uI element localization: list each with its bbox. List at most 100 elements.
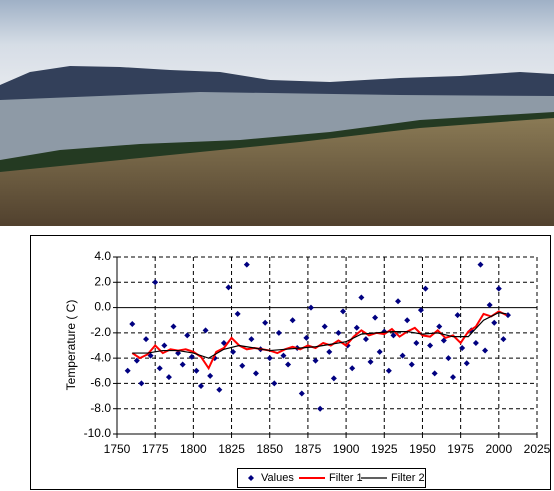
- data-point: [353, 324, 360, 331]
- y-tick-label: -6.0: [90, 376, 111, 390]
- y-tick-label: 4.0: [94, 249, 111, 263]
- x-tick-label: 1975: [447, 442, 474, 456]
- y-tick-label: -10.0: [84, 426, 112, 440]
- data-point: [307, 304, 314, 311]
- data-point: [156, 365, 163, 372]
- data-point: [275, 329, 282, 336]
- data-point: [390, 332, 397, 339]
- data-point: [188, 353, 195, 360]
- data-point: [399, 352, 406, 359]
- data-point: [330, 375, 337, 382]
- x-tick-label: 1900: [333, 442, 360, 456]
- photo-gap: [0, 226, 554, 232]
- data-point: [161, 342, 168, 349]
- data-point: [408, 361, 415, 368]
- data-point: [413, 339, 420, 346]
- data-point: [427, 342, 434, 349]
- data-point: [385, 367, 392, 374]
- data-point: [436, 323, 443, 330]
- x-tick-label: 2000: [485, 442, 512, 456]
- y-tick-label: 0.0: [94, 300, 111, 314]
- data-point: [376, 348, 383, 355]
- x-tick-label: 1775: [142, 442, 169, 456]
- data-point: [303, 334, 310, 341]
- data-point: [289, 317, 296, 324]
- data-point: [312, 357, 319, 364]
- field: [0, 118, 554, 232]
- data-point: [266, 355, 273, 362]
- data-point: [298, 390, 305, 397]
- data-point: [129, 321, 136, 328]
- data-point: [175, 350, 182, 357]
- data-point: [372, 314, 379, 321]
- data-point: [422, 285, 429, 292]
- data-point: [243, 261, 250, 268]
- data-point: [225, 284, 232, 291]
- chart: Temperature ( C) 4.0 2.0 0.0 -2.0 -4.0 -6.0 -8…: [64, 249, 551, 488]
- data-point: [326, 348, 333, 355]
- x-tick-label: 1750: [104, 442, 131, 456]
- y-tick-label: -4.0: [90, 350, 111, 364]
- legend-label: Filter 1: [329, 472, 363, 484]
- data-point: [143, 336, 150, 343]
- data-point: [248, 336, 255, 343]
- y-tick-label: -8.0: [90, 401, 111, 415]
- x-tick-label: 1925: [371, 442, 398, 456]
- data-point: [321, 323, 328, 330]
- data-point: [417, 307, 424, 314]
- x-tick-label: 1950: [409, 442, 436, 456]
- data-point: [477, 261, 484, 268]
- data-point: [230, 348, 237, 355]
- data-point: [362, 336, 369, 343]
- data-point: [152, 279, 159, 286]
- data-point: [280, 352, 287, 359]
- data-point: [463, 360, 470, 367]
- data-point: [198, 382, 204, 389]
- data-point: [431, 370, 438, 377]
- legend-label: Values: [261, 472, 294, 484]
- landscape-photo: [0, 0, 554, 232]
- x-tick-label: 1875: [295, 442, 322, 456]
- data-point: [165, 374, 172, 381]
- data-point: [404, 317, 411, 324]
- data-point: [395, 298, 402, 305]
- data-point: [239, 362, 246, 369]
- data-point: [486, 302, 493, 309]
- data-point: [252, 370, 259, 377]
- data-point: [207, 372, 214, 379]
- data-point: [367, 358, 374, 365]
- y-tick-label: -2.0: [90, 325, 111, 339]
- plot-area: [117, 257, 537, 434]
- data-point: [138, 380, 145, 387]
- filter-line: [132, 312, 507, 359]
- data-point: [133, 357, 140, 364]
- x-tick-label: 2025: [524, 442, 551, 456]
- data-point: [459, 345, 466, 352]
- x-tick-label: 1825: [218, 442, 245, 456]
- y-tick-label: 2.0: [94, 274, 111, 288]
- data-point: [482, 347, 489, 354]
- data-point: [193, 367, 200, 374]
- data-point: [335, 329, 342, 336]
- data-point: [262, 319, 269, 326]
- data-point: [184, 332, 191, 339]
- data-point: [202, 327, 209, 334]
- data-point: [170, 323, 177, 330]
- data-point: [179, 361, 186, 368]
- data-point: [216, 386, 223, 393]
- x-tick-label: 1800: [180, 442, 207, 456]
- legend-label: Filter 2: [391, 472, 425, 484]
- data-point: [491, 319, 498, 326]
- data-point: [147, 352, 154, 359]
- filter-line: [131, 310, 507, 371]
- data-point: [358, 294, 365, 301]
- data-point: [472, 339, 479, 346]
- legend-marker: [248, 475, 254, 481]
- data-point: [450, 374, 456, 381]
- data-point: [271, 380, 278, 387]
- data-point: [285, 361, 292, 368]
- data-point: [340, 308, 347, 315]
- data-point: [454, 312, 461, 319]
